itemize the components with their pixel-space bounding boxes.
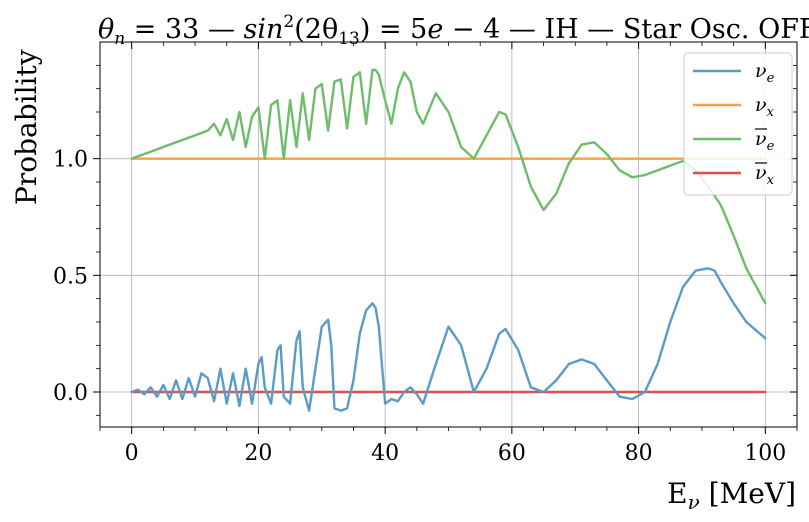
x-tick-label: 0 [125, 441, 139, 466]
series-layer [130, 68, 767, 412]
x-tick-label: 60 [498, 441, 526, 466]
legend: νe νx νe νx [683, 52, 793, 196]
chart-title: θn = 33 — sin2(2θ13) = 5e − 4 — IH — Sta… [98, 12, 809, 49]
y-tick-label: 0.0 [53, 381, 88, 406]
legend-label: νx [755, 94, 775, 120]
legend-label: νe [755, 128, 775, 154]
axis-ticks: 0 20 40 60 80 100 0.0 0.5 1.0 [53, 42, 798, 466]
x-tick-label: 80 [625, 441, 653, 466]
x-tick-label: 100 [744, 441, 786, 466]
series-line-1 [130, 267, 767, 412]
legend-label: νe [755, 60, 775, 86]
y-tick-label: 1.0 [53, 148, 88, 173]
legend-box [683, 52, 793, 196]
x-tick-label: 40 [371, 441, 399, 466]
y-tick-label: 0.5 [53, 264, 88, 289]
legend-label: νx [755, 162, 775, 188]
y-axis-label: Probability [10, 49, 43, 205]
series-line-3 [130, 68, 767, 305]
x-tick-label: 20 [244, 441, 272, 466]
x-axis-label: Eν [MeV] [667, 477, 796, 514]
